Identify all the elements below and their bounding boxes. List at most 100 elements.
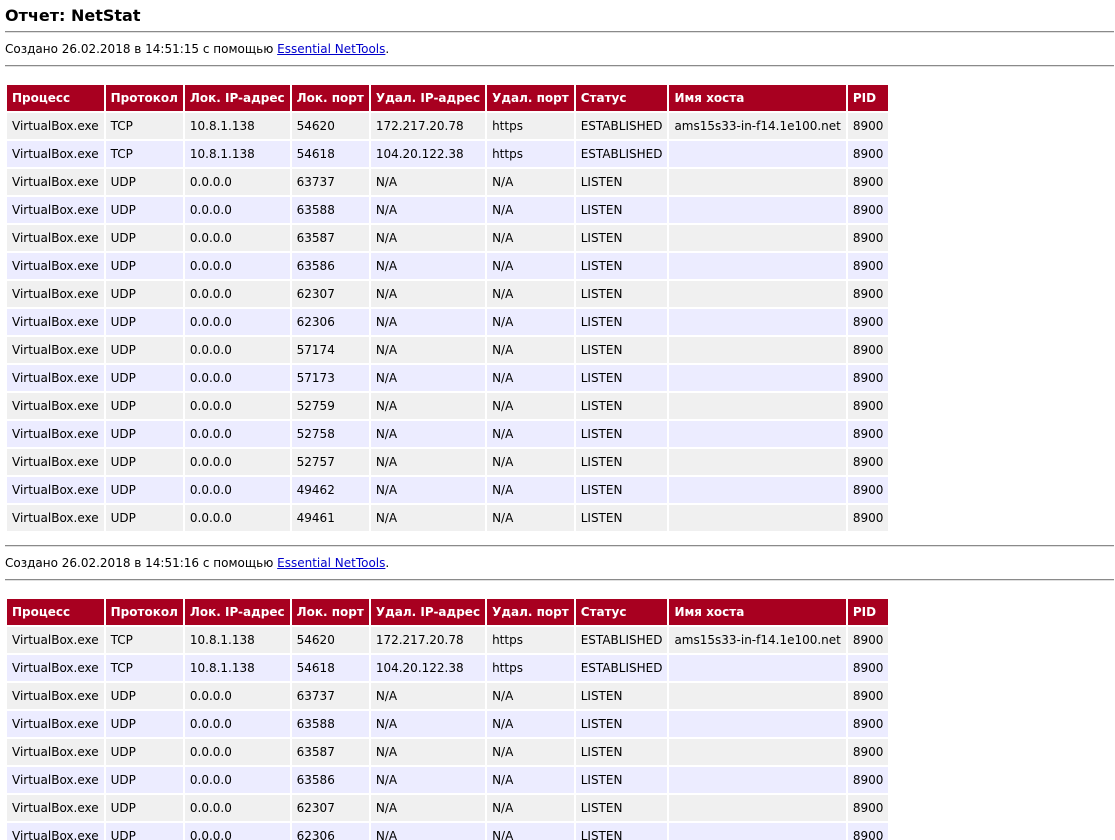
table-cell: N/A — [370, 823, 486, 840]
table-cell: 0.0.0.0 — [184, 767, 290, 793]
table-row: VirtualBox.exe UDP 0.0.0.0 63588 N/A N/A LISTE… — [7, 711, 889, 737]
table-cell — [669, 655, 846, 681]
table-cell: UDP — [105, 477, 183, 503]
table-cell: 10.8.1.138 — [184, 113, 290, 139]
divider — [5, 545, 1114, 547]
table-row: VirtualBox.exe UDP 0.0.0.0 52758 N/A N/A LISTE… — [7, 421, 889, 447]
table-cell — [669, 309, 846, 335]
essential-nettools-link[interactable]: Essential NetTools — [277, 42, 386, 56]
table-cell: LISTEN — [575, 505, 668, 531]
table-cell: LISTEN — [575, 739, 668, 765]
table-row: VirtualBox.exe UDP 0.0.0.0 62306 N/A N/A LISTE… — [7, 309, 889, 335]
table-cell: LISTEN — [575, 253, 668, 279]
table-row: VirtualBox.exe UDP 0.0.0.0 63588 N/A N/A LISTE… — [7, 197, 889, 223]
table-cell: ESTABLISHED — [575, 627, 668, 653]
table-cell: UDP — [105, 505, 183, 531]
table-row: VirtualBox.exe UDP 0.0.0.0 62306 N/A N/A LISTE… — [7, 823, 889, 840]
table-cell: 62307 — [291, 281, 369, 307]
table-cell — [669, 169, 846, 195]
created-line: Создано 26.02.2018 в 14:51:15 с помощью … — [5, 33, 1110, 65]
table-cell: N/A — [370, 253, 486, 279]
table-cell: 0.0.0.0 — [184, 337, 290, 363]
table-cell — [669, 477, 846, 503]
table-cell — [669, 683, 846, 709]
table-cell: 0.0.0.0 — [184, 711, 290, 737]
table-cell: 63737 — [291, 169, 369, 195]
table-cell: UDP — [105, 393, 183, 419]
table-cell — [669, 421, 846, 447]
table-cell: TCP — [105, 627, 183, 653]
table-cell: 0.0.0.0 — [184, 281, 290, 307]
table-cell: N/A — [487, 767, 574, 793]
table-cell: VirtualBox.exe — [7, 197, 104, 223]
table-cell: 8900 — [847, 655, 889, 681]
table-cell — [669, 365, 846, 391]
table-cell: VirtualBox.exe — [7, 309, 104, 335]
table-cell: 63587 — [291, 739, 369, 765]
table-cell — [669, 197, 846, 223]
table-cell: N/A — [487, 281, 574, 307]
table-cell: 49462 — [291, 477, 369, 503]
essential-nettools-link[interactable]: Essential NetTools — [277, 556, 386, 570]
table-cell: VirtualBox.exe — [7, 169, 104, 195]
table-cell: 8900 — [847, 225, 889, 251]
table-cell: 0.0.0.0 — [184, 197, 290, 223]
table-row: VirtualBox.exe UDP 0.0.0.0 63586 N/A N/A LISTE… — [7, 253, 889, 279]
table-cell: LISTEN — [575, 449, 668, 475]
table-cell: VirtualBox.exe — [7, 421, 104, 447]
table-cell: N/A — [487, 393, 574, 419]
table-row: VirtualBox.exe UDP 0.0.0.0 63587 N/A N/A LISTE… — [7, 225, 889, 251]
column-header: Имя хоста — [669, 85, 846, 111]
table-cell: N/A — [487, 421, 574, 447]
table-cell: 54618 — [291, 655, 369, 681]
table-cell: N/A — [487, 253, 574, 279]
table-cell: N/A — [370, 767, 486, 793]
table-cell: 63587 — [291, 225, 369, 251]
table-cell: 8900 — [847, 253, 889, 279]
table-cell: N/A — [487, 197, 574, 223]
table-cell: 8900 — [847, 683, 889, 709]
table-cell: https — [487, 627, 574, 653]
table-cell: LISTEN — [575, 365, 668, 391]
column-header: PID — [847, 599, 889, 625]
table-cell: LISTEN — [575, 683, 668, 709]
table-cell: 57174 — [291, 337, 369, 363]
table-cell: 172.217.20.78 — [370, 627, 486, 653]
report-section: Создано 26.02.2018 в 14:51:16 с помощью … — [5, 545, 1114, 840]
table-cell: VirtualBox.exe — [7, 767, 104, 793]
table-cell: VirtualBox.exe — [7, 225, 104, 251]
table-cell: TCP — [105, 655, 183, 681]
table-cell: 52757 — [291, 449, 369, 475]
table-cell: 49461 — [291, 505, 369, 531]
created-text: Создано 26.02.2018 в 14:51:16 с помощью — [5, 556, 278, 570]
divider — [5, 65, 1114, 67]
table-cell: N/A — [370, 197, 486, 223]
table-cell: 62306 — [291, 309, 369, 335]
table-cell: 8900 — [847, 795, 889, 821]
created-suffix: . — [385, 42, 390, 56]
table-row: VirtualBox.exe UDP 0.0.0.0 62307 N/A N/A LISTE… — [7, 281, 889, 307]
table-cell: LISTEN — [575, 711, 668, 737]
table-cell: 8900 — [847, 169, 889, 195]
table-cell: N/A — [370, 365, 486, 391]
table-cell: N/A — [370, 683, 486, 709]
netstat-table: Процесс Протокол Лок. IP-адрес Лок. порт Уда… — [5, 83, 890, 533]
table-cell: 0.0.0.0 — [184, 365, 290, 391]
table-cell: 0.0.0.0 — [184, 505, 290, 531]
table-cell: 63737 — [291, 683, 369, 709]
table-cell: 0.0.0.0 — [184, 449, 290, 475]
divider — [5, 31, 1114, 33]
table-row: VirtualBox.exe UDP 0.0.0.0 52757 N/A N/A LISTE… — [7, 449, 889, 475]
table-cell: LISTEN — [575, 823, 668, 840]
table-cell: N/A — [487, 477, 574, 503]
table-cell: 10.8.1.138 — [184, 655, 290, 681]
table-cell: 0.0.0.0 — [184, 477, 290, 503]
column-header: Удал. IP-адрес — [370, 85, 486, 111]
column-header: Лок. IP-адрес — [184, 599, 290, 625]
table-row: VirtualBox.exe UDP 0.0.0.0 62307 N/A N/A LISTE… — [7, 795, 889, 821]
table-cell: UDP — [105, 449, 183, 475]
table-cell: N/A — [370, 711, 486, 737]
table-row: VirtualBox.exe TCP 10.8.1.138 54620 172.217.… — [7, 113, 889, 139]
table-cell: UDP — [105, 169, 183, 195]
table-cell: 8900 — [847, 823, 889, 840]
